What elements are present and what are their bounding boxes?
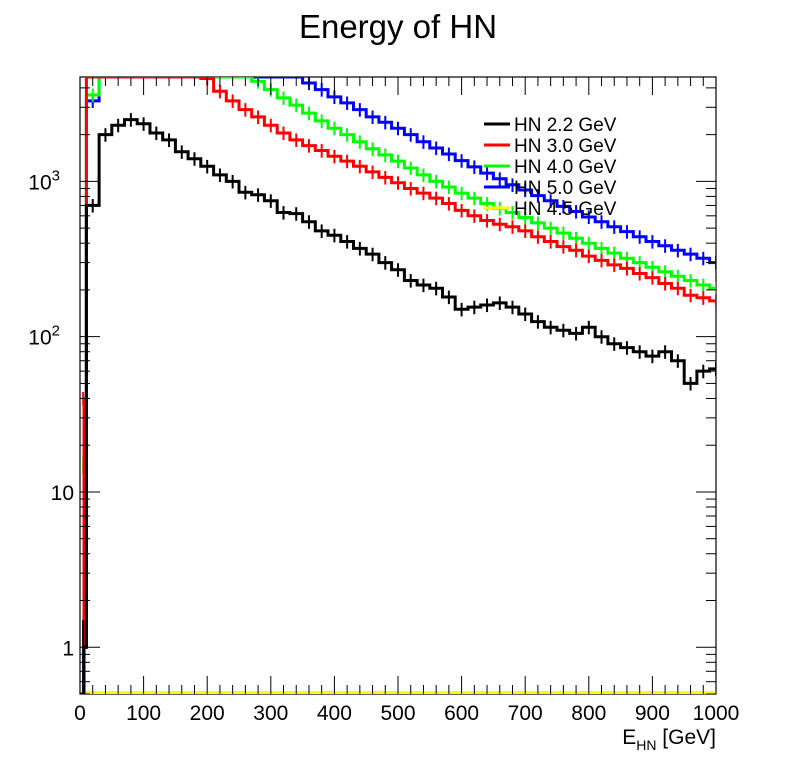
- series-hn-2-2-gev: [80, 113, 716, 694]
- x-tick-label: 900: [635, 702, 670, 725]
- series-hn-4-0-gev: [80, 77, 716, 694]
- y-tick-label: 102: [28, 323, 60, 350]
- x-tick-label: 700: [508, 702, 543, 725]
- y-tick-label: 1: [62, 637, 74, 660]
- y-tick-label: 10: [51, 482, 74, 505]
- legend-label: HN 3.0 GeV: [514, 136, 617, 157]
- x-tick-label: 600: [444, 702, 479, 725]
- x-tick-label: 500: [380, 702, 415, 725]
- x-axis-label-sub: HN: [636, 737, 656, 753]
- series-hn-3-0-gev: [80, 77, 716, 694]
- legend-label: HN 4.5 GeV: [514, 199, 617, 220]
- legend-label: HN 4.0 GeV: [514, 157, 617, 178]
- x-tick-label: 1000: [693, 702, 740, 725]
- x-tick-label: 800: [571, 702, 606, 725]
- series-layer: [80, 77, 716, 694]
- series-line: [80, 77, 716, 694]
- legend-label: HN 2.2 GeV: [514, 115, 617, 136]
- x-axis-label-tail: [GeV]: [656, 726, 716, 749]
- x-tick-label: 300: [253, 702, 288, 725]
- x-tick-label: 200: [190, 702, 225, 725]
- x-tick-label: 100: [126, 702, 161, 725]
- x-tick-label: 400: [317, 702, 352, 725]
- plot-border: [79, 76, 717, 695]
- plot-frame: [79, 76, 717, 695]
- x-axis-label-main: E: [622, 726, 636, 749]
- series-line: [80, 118, 716, 694]
- series-line: [80, 77, 716, 694]
- chart-title: Energy of HN: [299, 8, 497, 45]
- x-axis-label: EHN [GeV]: [622, 726, 716, 753]
- series-hn-5-0-gev: [80, 77, 716, 694]
- legend-label: HN 5.0 GeV: [514, 178, 617, 199]
- x-tick-label: 0: [74, 702, 86, 725]
- y-tick-label: 103: [28, 167, 60, 194]
- axes-layer: 0 100 200 300 400 500 600 700 800 900 1000 1 10 102 10…: [28, 77, 739, 725]
- series-line: [80, 77, 716, 694]
